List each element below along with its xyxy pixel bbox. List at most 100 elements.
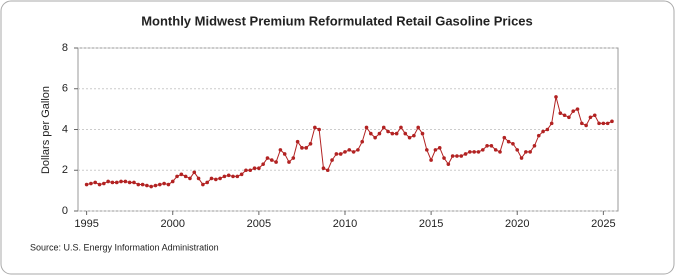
data-point (162, 181, 166, 186)
y-tick-label: 0 (62, 205, 68, 217)
data-point (89, 181, 93, 186)
data-point (119, 179, 123, 184)
data-point (287, 160, 291, 164)
data-point (425, 148, 429, 152)
x-tick-label: 2020 (505, 218, 529, 230)
data-point (351, 150, 356, 154)
data-point (291, 156, 296, 160)
x-tick-label: 1995 (74, 218, 98, 230)
data-point (554, 95, 558, 99)
data-point (442, 156, 446, 160)
data-point (549, 121, 554, 126)
data-point (601, 121, 606, 126)
data-point (218, 176, 222, 181)
data-point (597, 121, 601, 126)
data-point (321, 166, 326, 171)
data-point (356, 148, 360, 152)
data-point (360, 139, 365, 144)
data-point (536, 133, 541, 138)
data-point (209, 176, 214, 181)
data-point (295, 139, 300, 144)
data-point (390, 131, 395, 136)
data-point (106, 179, 110, 184)
data-point (347, 148, 352, 152)
data-point (412, 133, 416, 138)
data-point (381, 125, 386, 130)
x-tick-label: 2025 (591, 218, 615, 230)
x-tick-label: 2010 (333, 218, 357, 230)
data-point (334, 152, 339, 156)
data-point (261, 162, 265, 166)
data-point (450, 154, 455, 158)
data-point (114, 180, 119, 185)
data-point (222, 174, 227, 179)
data-point (364, 125, 369, 130)
data-point (97, 182, 102, 187)
y-tick-label: 8 (62, 42, 68, 54)
data-point (541, 129, 545, 134)
data-point (149, 184, 154, 189)
data-point (158, 182, 162, 187)
data-point (205, 180, 209, 185)
data-point (588, 115, 593, 120)
data-point (127, 180, 132, 185)
data-point (317, 127, 321, 132)
data-point (166, 182, 171, 187)
data-point (248, 168, 253, 173)
data-point (257, 166, 261, 171)
data-point (235, 174, 240, 179)
data-point (528, 150, 532, 154)
data-point (399, 125, 403, 130)
data-point (605, 121, 610, 126)
data-point (110, 180, 115, 185)
data-point (498, 150, 502, 154)
data-point (304, 146, 309, 150)
data-point (524, 150, 528, 154)
data-point (192, 170, 197, 175)
chart-title: Monthly Midwest Premium Reformulated Ret… (141, 13, 533, 28)
y-axis-label: Dollars per Gallon (40, 86, 52, 174)
y-tick-label: 2 (62, 164, 68, 176)
data-point (145, 183, 149, 188)
data-point (313, 125, 317, 130)
data-point (369, 131, 373, 136)
data-point (123, 179, 128, 184)
data-point (252, 166, 257, 171)
data-point (493, 148, 498, 152)
data-point (575, 107, 580, 111)
data-point (610, 119, 614, 124)
data-point (231, 174, 235, 179)
data-point (343, 150, 347, 154)
data-point (433, 148, 438, 152)
data-point (545, 127, 550, 132)
data-point (140, 182, 145, 187)
data-point (278, 148, 283, 152)
x-tick-label: 2005 (247, 218, 271, 230)
data-point (420, 131, 425, 136)
data-point (416, 125, 420, 130)
source: Source: U.S. Energy Information Administ… (30, 242, 219, 252)
data-point (571, 109, 576, 113)
y-tick-label: 6 (62, 83, 68, 95)
data-point (532, 144, 537, 148)
data-point (330, 158, 334, 162)
data-point (489, 144, 494, 148)
data-point (485, 144, 489, 148)
data-point (429, 158, 433, 162)
data-point (476, 150, 481, 154)
data-point (153, 183, 158, 188)
data-point (308, 141, 313, 146)
y-tick-label: 4 (62, 123, 68, 135)
data-point (179, 172, 184, 177)
data-point (102, 181, 106, 186)
data-point (455, 154, 459, 158)
data-point (269, 158, 274, 162)
data-point (502, 135, 507, 140)
data-point (459, 154, 464, 158)
data-point (463, 152, 468, 156)
data-point (515, 148, 520, 152)
data-point (558, 111, 563, 115)
